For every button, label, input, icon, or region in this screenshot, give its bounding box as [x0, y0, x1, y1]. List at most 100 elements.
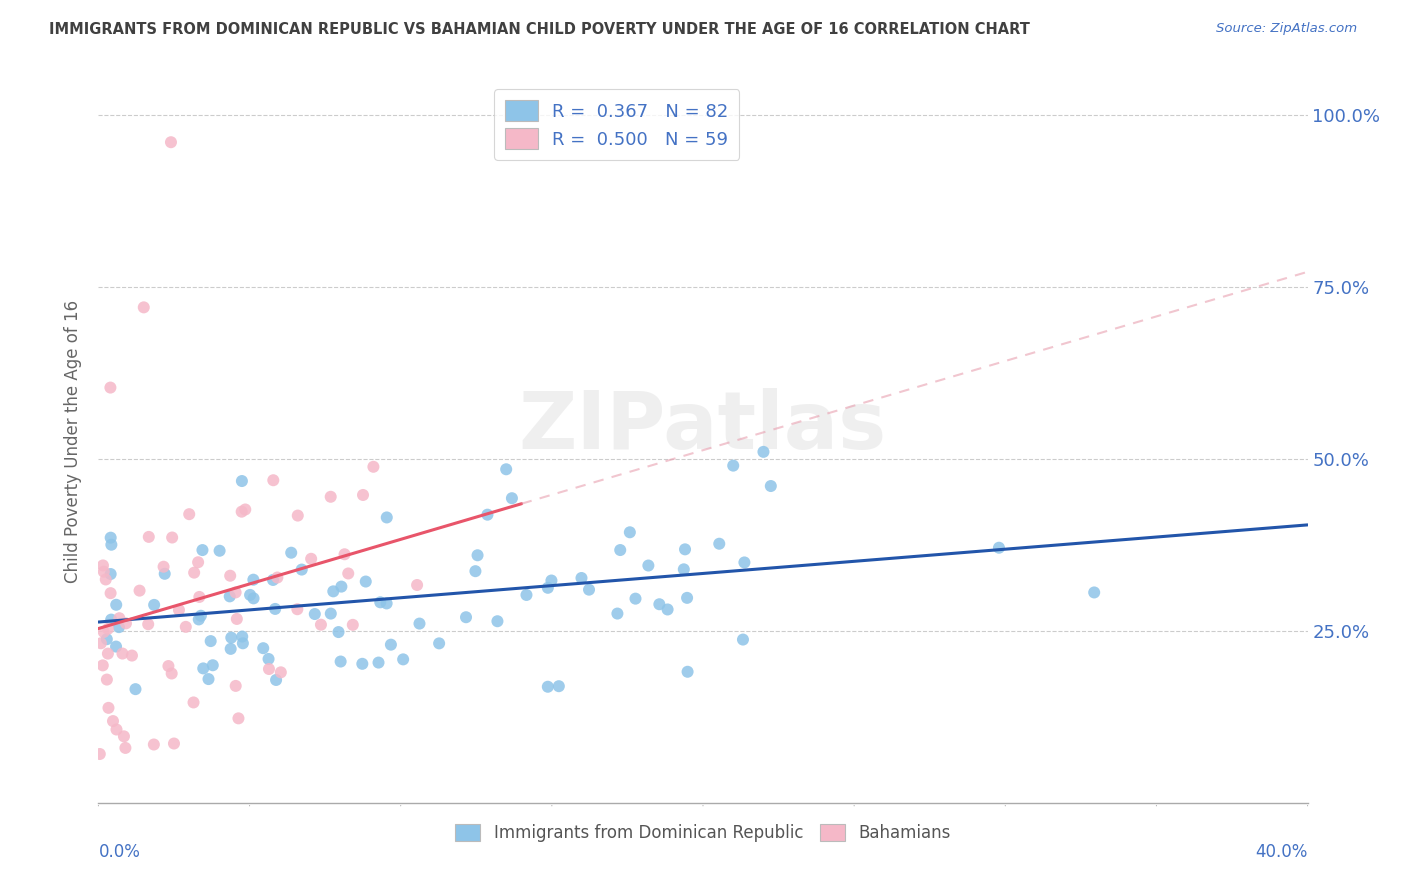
Point	[167, 603, 190, 617]
Point	[183, 566, 205, 580]
Text: Source: ZipAtlas.com: Source: ZipAtlas.com	[1216, 22, 1357, 36]
Point	[218, 590, 240, 604]
Point	[136, 617, 159, 632]
Point	[571, 571, 593, 585]
Text: IMMIGRANTS FROM DOMINICAN REPUBLIC VS BAHAMIAN CHILD POVERTY UNDER THE AGE OF 16: IMMIGRANTS FROM DOMINICAN REPUBLIC VS BA…	[49, 22, 1031, 37]
Point	[264, 602, 287, 616]
Point	[464, 564, 486, 578]
Point	[731, 632, 754, 647]
Point	[128, 583, 150, 598]
Point	[179, 507, 201, 521]
Text: 0.0%: 0.0%	[98, 843, 141, 861]
Legend: Immigrants from Dominican Republic, Bahamians: Immigrants from Dominican Republic, Baha…	[449, 817, 957, 848]
Point	[160, 666, 183, 681]
Point	[987, 541, 1010, 555]
Point	[201, 658, 224, 673]
Point	[319, 490, 342, 504]
Point	[1083, 585, 1105, 599]
Point	[637, 558, 659, 573]
Point	[648, 597, 671, 611]
Point	[219, 568, 242, 582]
Point	[121, 648, 143, 663]
Point	[197, 672, 219, 686]
Point	[242, 591, 264, 606]
Point	[132, 301, 155, 315]
Point	[91, 658, 114, 673]
Point	[100, 381, 122, 395]
Point	[657, 602, 679, 616]
Point	[97, 622, 120, 636]
Point	[101, 714, 124, 728]
Point	[143, 598, 166, 612]
Point	[322, 584, 344, 599]
Point	[257, 662, 280, 676]
Point	[266, 570, 288, 584]
Point	[291, 563, 314, 577]
Point	[231, 505, 253, 519]
Point	[105, 598, 128, 612]
Point	[352, 657, 374, 671]
Point	[231, 474, 253, 488]
Point	[157, 659, 180, 673]
Point	[105, 640, 128, 654]
Point	[115, 616, 138, 631]
Point	[606, 607, 628, 621]
Point	[183, 695, 205, 709]
Point	[174, 620, 197, 634]
Point	[225, 612, 247, 626]
Point	[187, 612, 209, 626]
Point	[228, 711, 250, 725]
Point	[287, 508, 309, 523]
Point	[733, 556, 755, 570]
Point	[163, 737, 186, 751]
Point	[252, 641, 274, 656]
Point	[368, 595, 391, 609]
Point	[427, 636, 450, 650]
Point	[219, 641, 242, 656]
Point	[91, 558, 114, 573]
Point	[540, 574, 562, 588]
Point	[100, 567, 122, 582]
Point	[100, 613, 122, 627]
Point	[257, 652, 280, 666]
Point	[108, 611, 131, 625]
Point	[354, 574, 377, 589]
Point	[262, 473, 284, 487]
Point	[495, 462, 517, 476]
Point	[486, 614, 509, 628]
Point	[408, 616, 430, 631]
Point	[537, 581, 560, 595]
Point	[190, 608, 212, 623]
Point	[232, 636, 254, 650]
Point	[270, 665, 292, 680]
Point	[264, 673, 287, 687]
Point	[100, 531, 122, 545]
Point	[501, 491, 523, 506]
Point	[200, 634, 222, 648]
Point	[193, 661, 215, 675]
Point	[759, 479, 782, 493]
Point	[111, 647, 134, 661]
Point	[328, 625, 350, 640]
Text: ZIPatlas: ZIPatlas	[519, 388, 887, 467]
Point	[262, 573, 284, 587]
Point	[280, 546, 302, 560]
Point	[188, 590, 211, 604]
Point	[329, 655, 352, 669]
Point	[114, 740, 136, 755]
Point	[673, 542, 696, 557]
Point	[124, 682, 146, 697]
Point	[537, 680, 560, 694]
Point	[330, 580, 353, 594]
Point	[624, 591, 647, 606]
Point	[547, 679, 569, 693]
Point	[304, 607, 326, 621]
Point	[454, 610, 477, 624]
Point	[333, 547, 356, 561]
Point	[319, 607, 342, 621]
Point	[89, 747, 111, 761]
Point	[467, 548, 489, 562]
Point	[363, 459, 385, 474]
Point	[233, 502, 256, 516]
Point	[375, 510, 398, 524]
